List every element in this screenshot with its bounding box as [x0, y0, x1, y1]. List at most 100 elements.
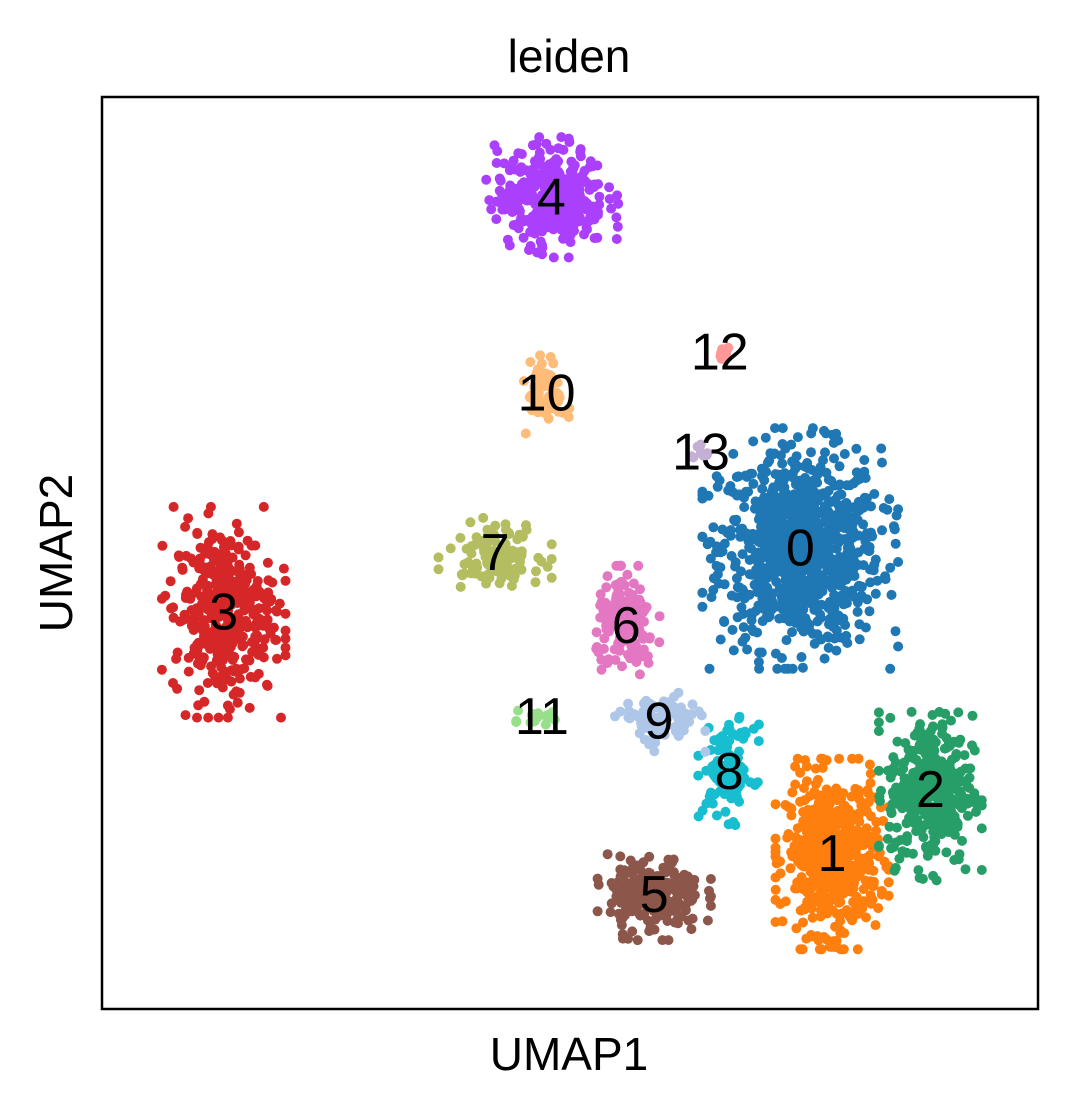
data-point-cluster-0 — [719, 616, 729, 626]
data-point-cluster-8 — [717, 731, 728, 742]
data-point-cluster-6 — [623, 625, 634, 636]
data-point-cluster-3 — [262, 557, 273, 568]
data-point-cluster-3 — [156, 664, 167, 675]
data-point-cluster-0 — [787, 663, 798, 674]
data-point-cluster-6 — [633, 560, 644, 571]
data-point-cluster-0 — [823, 474, 834, 485]
data-point-cluster-1 — [787, 787, 798, 798]
data-point-cluster-3 — [234, 563, 245, 574]
data-point-cluster-6 — [597, 613, 608, 623]
data-point-cluster-0 — [819, 653, 830, 664]
data-point-cluster-0 — [797, 662, 808, 673]
data-point-cluster-0 — [776, 653, 787, 663]
cluster-label-3: 3 — [209, 583, 238, 641]
data-point-cluster-6 — [637, 632, 648, 642]
data-point-cluster-3 — [203, 712, 214, 723]
data-point-cluster-0 — [824, 551, 835, 562]
data-point-cluster-0 — [737, 549, 748, 560]
data-point-cluster-6 — [602, 571, 613, 582]
data-point-cluster-2 — [937, 722, 948, 733]
data-point-cluster-5 — [705, 874, 716, 884]
data-point-cluster-9 — [700, 726, 711, 736]
data-point-cluster-3 — [180, 593, 191, 603]
data-point-cluster-0 — [704, 663, 715, 674]
data-point-cluster-0 — [730, 557, 741, 568]
data-point-cluster-2 — [962, 810, 973, 821]
data-point-cluster-2 — [944, 827, 955, 837]
data-point-cluster-3 — [199, 621, 210, 632]
data-point-cluster-2 — [914, 792, 925, 803]
data-point-cluster-0 — [812, 477, 823, 488]
data-point-cluster-1 — [845, 829, 856, 840]
data-point-cluster-0 — [893, 641, 904, 652]
data-point-cluster-0 — [820, 538, 830, 548]
data-point-cluster-2 — [887, 799, 898, 810]
data-point-cluster-0 — [706, 592, 717, 603]
cluster-label-9: 9 — [644, 693, 673, 751]
data-point-cluster-2 — [941, 847, 952, 858]
data-point-cluster-2 — [958, 800, 969, 811]
data-point-cluster-1 — [808, 789, 819, 800]
data-point-cluster-0 — [833, 480, 844, 491]
data-point-cluster-5 — [676, 885, 686, 896]
data-point-cluster-2 — [928, 769, 939, 780]
data-point-cluster-0 — [796, 652, 807, 662]
data-point-cluster-3 — [220, 609, 231, 620]
data-point-cluster-3 — [267, 577, 278, 588]
data-point-cluster-4 — [577, 170, 588, 181]
data-point-cluster-0 — [847, 533, 857, 544]
data-point-cluster-1 — [831, 908, 842, 919]
data-point-cluster-4 — [547, 174, 558, 185]
data-point-cluster-3 — [168, 678, 178, 688]
data-point-cluster-2 — [937, 792, 948, 803]
data-point-cluster-2 — [947, 737, 958, 748]
data-point-cluster-8 — [728, 817, 739, 827]
data-point-cluster-3 — [219, 638, 230, 649]
cluster-label-0: 0 — [786, 519, 815, 577]
data-point-cluster-2 — [873, 726, 884, 737]
data-point-cluster-0 — [784, 503, 795, 514]
data-point-cluster-0 — [771, 518, 782, 529]
data-point-cluster-3 — [172, 647, 183, 658]
data-point-cluster-0 — [770, 423, 780, 434]
data-point-cluster-2 — [957, 835, 967, 846]
data-point-cluster-0 — [760, 565, 771, 576]
data-point-cluster-5 — [593, 879, 604, 890]
data-point-cluster-0 — [777, 439, 788, 449]
data-point-cluster-1 — [824, 861, 834, 871]
data-point-cluster-5 — [705, 900, 716, 911]
data-point-cluster-1 — [858, 896, 869, 907]
data-point-cluster-2 — [891, 822, 902, 833]
data-point-cluster-4 — [558, 233, 569, 244]
data-point-cluster-6 — [601, 582, 612, 593]
data-point-cluster-0 — [804, 619, 815, 630]
data-point-cluster-1 — [862, 861, 873, 872]
data-point-cluster-3 — [280, 575, 291, 586]
data-point-cluster-5 — [650, 899, 661, 910]
data-point-cluster-3 — [234, 673, 245, 684]
data-point-cluster-3 — [222, 700, 233, 711]
data-point-cluster-5 — [705, 893, 715, 904]
data-point-cluster-0 — [760, 528, 771, 539]
data-point-cluster-4 — [582, 224, 592, 235]
data-point-cluster-0 — [705, 553, 716, 564]
data-point-cluster-2 — [955, 788, 966, 798]
data-point-cluster-1 — [865, 850, 875, 861]
data-point-cluster-4 — [533, 205, 544, 216]
data-point-cluster-1 — [789, 840, 800, 851]
data-point-cluster-2 — [885, 712, 896, 723]
data-point-cluster-2 — [970, 793, 981, 804]
data-point-cluster-5 — [658, 867, 669, 878]
data-point-cluster-0 — [893, 557, 904, 567]
data-point-cluster-3 — [251, 591, 262, 602]
data-point-cluster-0 — [715, 634, 726, 645]
data-point-cluster-0 — [787, 627, 797, 638]
data-point-cluster-0 — [748, 478, 759, 489]
data-point-cluster-0 — [812, 469, 823, 480]
data-point-cluster-8 — [693, 811, 704, 822]
data-point-cluster-4 — [494, 173, 505, 184]
data-point-cluster-0 — [762, 536, 773, 547]
data-point-cluster-7 — [478, 512, 489, 523]
data-point-cluster-2 — [934, 707, 945, 717]
data-point-cluster-1 — [871, 825, 881, 836]
